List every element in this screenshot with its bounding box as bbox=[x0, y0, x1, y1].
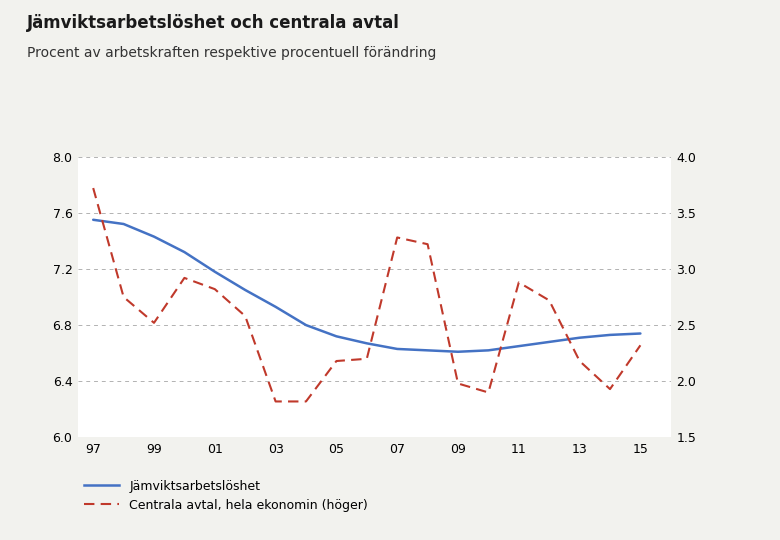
Legend: Jämviktsarbetslöshet, Centrala avtal, hela ekonomin (höger): Jämviktsarbetslöshet, Centrala avtal, he… bbox=[84, 480, 368, 512]
Text: Procent av arbetskraften respektive procentuell förändring: Procent av arbetskraften respektive proc… bbox=[27, 46, 437, 60]
Text: Jämviktsarbetslöshet och centrala avtal: Jämviktsarbetslöshet och centrala avtal bbox=[27, 14, 400, 31]
